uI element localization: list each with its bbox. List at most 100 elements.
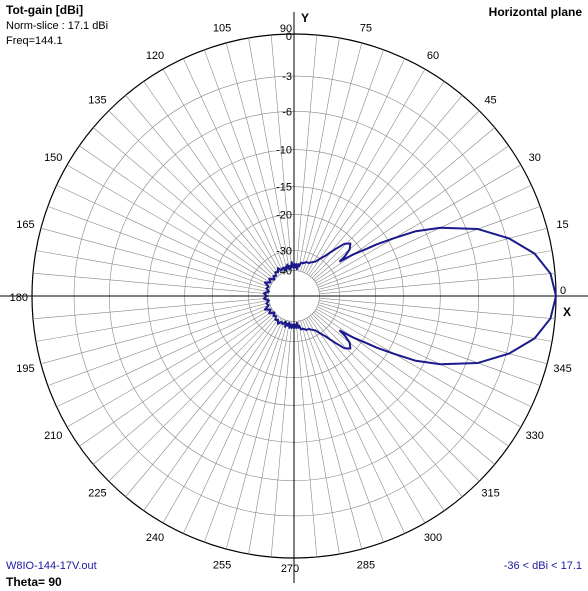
angle-tick-315: 315 (481, 488, 499, 500)
spoke-245 (183, 318, 284, 534)
spoke-75 (300, 42, 363, 272)
radial-tick-0: 0 (286, 31, 292, 43)
spoke-320 (313, 312, 495, 465)
spoke-125 (143, 81, 280, 276)
angle-tick-60: 60 (427, 50, 439, 62)
spoke-135 (108, 110, 277, 279)
angle-tick-45: 45 (484, 94, 496, 106)
spoke-30 (315, 164, 522, 284)
radial-tick-m20: -20 (276, 209, 292, 221)
gain-range-label: -36 < dBi < 17.1 (503, 560, 582, 572)
spoke-105 (225, 42, 288, 272)
theta-label: Theta= 90 (6, 575, 62, 589)
spoke-255 (225, 320, 288, 550)
spoke-300 (306, 317, 426, 524)
spoke-85 (295, 34, 318, 271)
gain-pattern (262, 226, 557, 366)
angle-tick-330: 330 (526, 430, 544, 442)
angle-tick-300: 300 (424, 532, 442, 544)
spoke-305 (308, 316, 445, 511)
spoke-200 (47, 304, 271, 386)
spoke-115 (183, 58, 284, 274)
spoke-140 (93, 127, 275, 280)
radial-tick-m15: -15 (276, 182, 292, 194)
series-line-0 (262, 226, 557, 366)
spoke-195 (40, 302, 270, 365)
x-axis-label: X (563, 305, 571, 319)
spoke-10 (319, 250, 553, 292)
angle-tick-30: 30 (529, 152, 541, 164)
spoke-225 (108, 313, 277, 482)
spoke-65 (304, 58, 405, 274)
angle-tick-15: 15 (556, 219, 568, 231)
y-axis-label: Y (301, 11, 309, 25)
angle-tick-345: 345 (553, 363, 571, 375)
radial-tick-m10: -10 (276, 145, 292, 157)
angle-tick-105: 105 (213, 22, 231, 34)
spoke-170 (35, 250, 269, 292)
radial-tick-m3: -3 (282, 71, 292, 83)
radial-tick-m30: -30 (276, 245, 292, 257)
spoke-80 (298, 37, 340, 271)
spoke-95 (270, 34, 293, 271)
spoke-325 (314, 310, 509, 447)
spoke-295 (304, 318, 405, 534)
spoke-25 (316, 185, 532, 286)
frequency-label: Freq=144.1 (6, 35, 63, 47)
spoke-240 (162, 317, 282, 524)
angle-tick-90: 90 (280, 23, 292, 35)
angle-tick-240: 240 (146, 532, 164, 544)
angle-tick-225: 225 (88, 488, 106, 500)
spoke-315 (311, 313, 480, 482)
chart-title: Tot-gain [dBi] (6, 3, 84, 17)
spoke-340 (317, 304, 541, 386)
angle-tick-270: 270 (281, 563, 299, 575)
angle-tick-210: 210 (44, 430, 62, 442)
file-name: W8IO-144-17V.out (6, 560, 97, 572)
spoke-220 (93, 312, 275, 465)
norm-slice-label: Norm-slice : 17.1 dBi (6, 20, 109, 32)
spoke-185 (32, 297, 269, 320)
spoke-310 (310, 315, 463, 497)
spoke-40 (313, 127, 495, 280)
spoke-120 (162, 68, 282, 275)
spoke-280 (298, 321, 340, 555)
angle-tick-285: 285 (357, 560, 375, 572)
spoke-260 (248, 321, 290, 555)
spoke-235 (143, 316, 280, 511)
angle-tick-165: 165 (16, 219, 34, 231)
polar-axes (0, 12, 588, 583)
radial-tick-m6: -6 (282, 106, 292, 118)
spoke-215 (79, 310, 274, 447)
angle-tick-180: 180 (10, 292, 28, 304)
spoke-175 (32, 272, 269, 295)
spoke-190 (35, 300, 269, 342)
spoke-150 (66, 164, 273, 284)
spoke-165 (40, 227, 270, 290)
angle-tick-150: 150 (44, 152, 62, 164)
spoke-70 (302, 49, 384, 273)
spoke-205 (56, 306, 272, 407)
spoke-290 (302, 319, 384, 543)
spoke-265 (270, 321, 293, 558)
angle-tick-255: 255 (213, 560, 231, 572)
spoke-35 (314, 145, 509, 282)
plane-label: Horizontal plane (488, 5, 582, 19)
spoke-355 (319, 297, 556, 320)
spoke-210 (66, 308, 273, 428)
spoke-55 (308, 81, 445, 276)
spoke-160 (47, 206, 271, 288)
angle-tick-0: 0 (560, 285, 566, 297)
tick-labels: 0 15 30 45 60 75 90 105 120 135 150 165 180 195 210 225… (10, 22, 572, 575)
spoke-230 (125, 315, 278, 497)
spoke-285 (300, 320, 363, 550)
angle-tick-120: 120 (146, 50, 164, 62)
spoke-275 (295, 321, 318, 558)
spoke-50 (310, 95, 463, 277)
spoke-60 (306, 68, 426, 275)
spoke-350 (319, 300, 553, 342)
spoke-5 (319, 272, 556, 295)
spoke-100 (248, 37, 290, 271)
spoke-145 (79, 145, 274, 282)
angle-tick-195: 195 (16, 363, 34, 375)
